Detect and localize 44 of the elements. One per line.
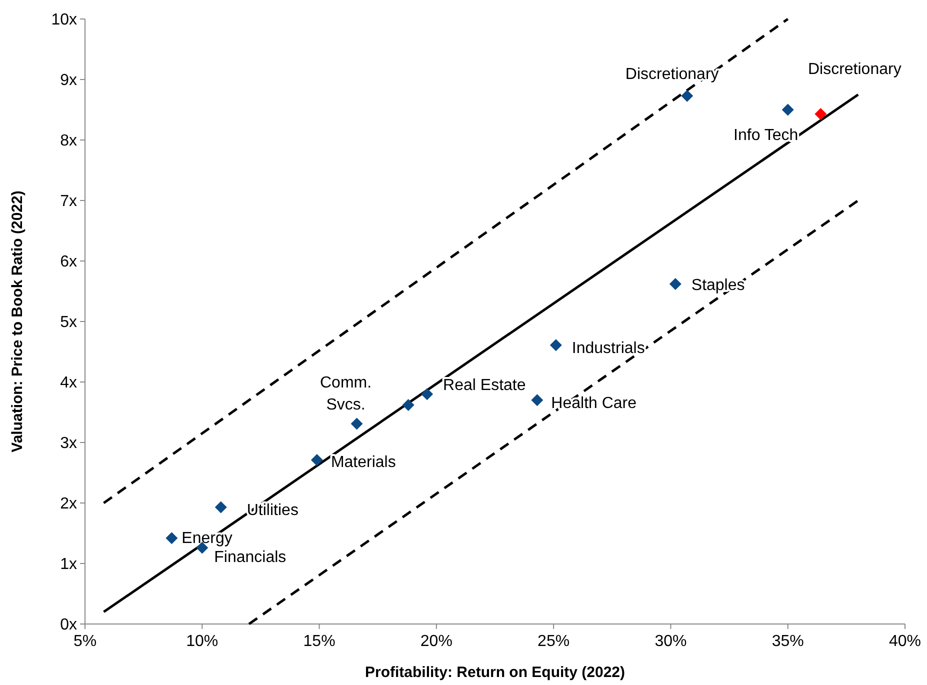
x-tick-label: 30% [654,633,687,650]
series-label: Info Tech [734,126,798,144]
series-label: Comm. Svcs. [320,374,372,414]
series-label: Financials [214,548,286,566]
series-label: Staples [691,276,745,294]
x-tick-label: 20% [420,633,452,650]
y-tick-label: 7x [60,193,77,210]
y-axis-title: Valuation: Price to Book Ratio (2022) [9,190,26,452]
y-tick-label: 2x [60,496,77,513]
x-tick-label: 40% [888,633,922,650]
y-tick-label: 5x [60,314,77,332]
point [681,90,694,102]
x-tick-label: 15% [303,633,336,650]
x-tick-label: 5% [73,633,97,650]
series-label: Materials [330,454,396,472]
series-label: Real Estate [443,377,526,394]
series-label: Health Care [551,395,637,412]
y-tick-label: 3x [60,435,77,452]
series-label: Discretionary [625,66,719,83]
series-label: Utilities [246,502,298,520]
series-label: Industrials [572,340,645,358]
point [782,104,794,116]
y-tick-label: 4x [60,374,77,392]
point [402,398,414,411]
point [214,501,227,514]
point [166,532,178,544]
y-tick-label: 0x [60,616,77,634]
point [550,339,562,352]
point [350,418,363,430]
y-tick-label: 1x [60,556,77,574]
x-tick-label: 35% [772,633,804,650]
point [669,278,682,290]
point [531,394,544,406]
text: Discretionary [808,60,902,78]
y-tick-label: 8x [60,132,77,150]
x-tick-label: 10% [186,633,218,650]
point [814,108,827,120]
y-tick-label: 10x [51,12,77,29]
x-tick-label: 25% [538,633,570,650]
x-axis-title: Profitability: Return on Equity (2022) [364,664,626,681]
y-tick-label: 9x [60,72,77,90]
point [421,388,434,400]
y-tick-label: 6x [60,254,77,271]
point [310,454,323,466]
